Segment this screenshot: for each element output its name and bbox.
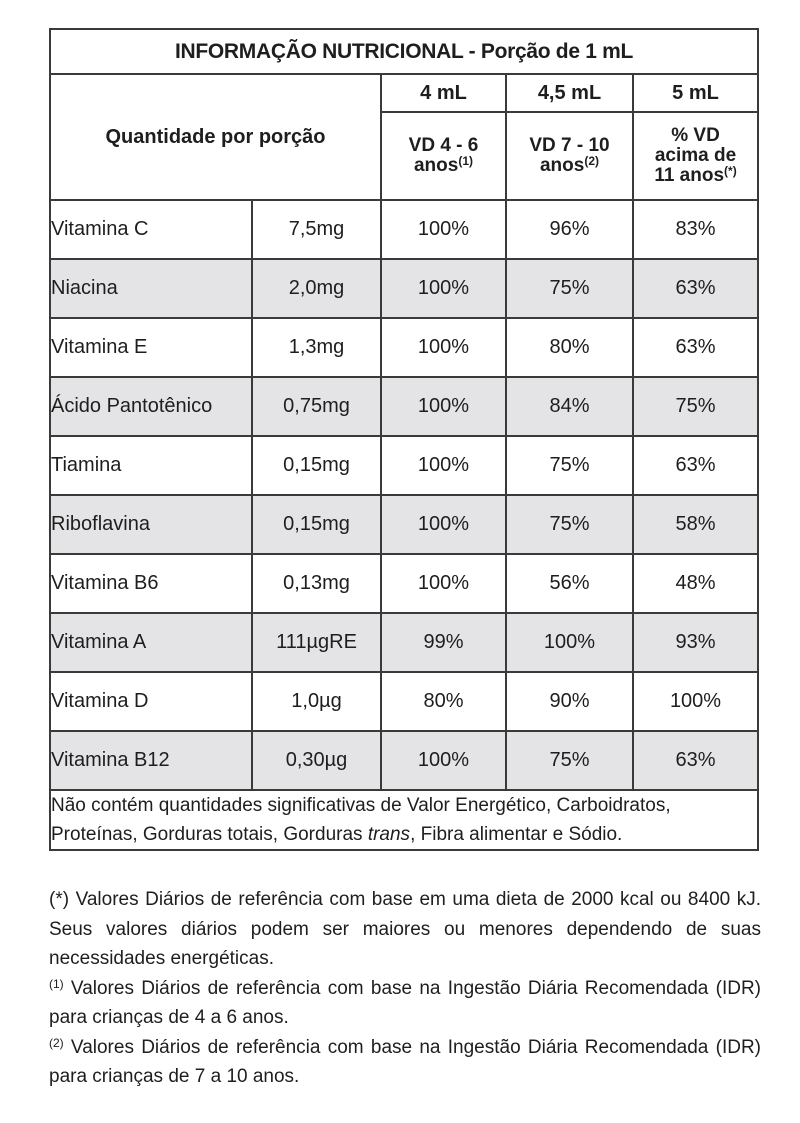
nutrient-name: Niacina: [49, 258, 253, 319]
nutrient-name: Vitamina E: [49, 317, 253, 378]
portion-header: 5 mL: [631, 73, 760, 113]
nutrient-amount: 1,0µg: [251, 671, 382, 732]
vd-header-label: VD 7 - 10 anos: [529, 135, 610, 176]
vd-value-7-10: 75%: [505, 435, 634, 496]
nutrient-amount: 0,30µg: [251, 730, 382, 791]
nutrient-name: Vitamina D: [49, 671, 253, 732]
footnote-marker: (1): [458, 154, 474, 168]
footnote-marker: (*): [724, 164, 737, 178]
vd-value-7-10: 75%: [505, 494, 634, 555]
table-note: Não contém quantidades significativas de…: [48, 789, 760, 851]
vd-value-7-10: 90%: [505, 671, 634, 732]
portion-header: 4 mL: [380, 73, 507, 113]
table-row: Riboflavina 0,15mg 100% 75% 58%: [49, 494, 760, 555]
vd-value-4-6: 100%: [380, 199, 507, 260]
nutrient-amount: 111µgRE: [251, 612, 382, 673]
vd-header: % VD acima de 11 anos(*): [631, 111, 760, 201]
vd-value-4-6: 99%: [380, 612, 507, 673]
vd-value-4-6: 100%: [380, 376, 507, 437]
vd-value-11-plus: 63%: [631, 317, 760, 378]
nutrition-table: INFORMAÇÃO NUTRICIONAL - Porção de 1 mL …: [48, 28, 760, 851]
vd-header: VD 7 - 10 anos(2): [505, 111, 634, 201]
nutrient-name: Vitamina B12: [49, 730, 253, 791]
vd-value-4-6: 100%: [380, 435, 507, 496]
table-title: INFORMAÇÃO NUTRICIONAL - Porção de 1 mL: [48, 28, 760, 75]
table-row: Vitamina C 7,5mg 100% 96% 83%: [49, 199, 760, 260]
vd-value-11-plus: 100%: [631, 671, 760, 732]
footnote-marker: (2): [49, 1035, 64, 1050]
vd-value-11-plus: 58%: [631, 494, 760, 555]
nutrient-name: Riboflavina: [49, 494, 253, 555]
nutrient-name: Vitamina B6: [49, 553, 253, 614]
footnote-text: Valores Diários de referência com base e…: [49, 889, 761, 969]
nutrient-amount: 0,15mg: [251, 494, 382, 555]
footnote-text: Valores Diários de referência com base n…: [49, 977, 761, 1029]
vd-value-11-plus: 48%: [631, 553, 760, 614]
table-row: Vitamina E 1,3mg 100% 80% 63%: [49, 317, 760, 378]
vd-value-7-10: 56%: [505, 553, 634, 614]
nutrient-amount: 0,15mg: [251, 435, 382, 496]
vd-value-7-10: 100%: [505, 612, 634, 673]
table-row: Vitamina A 111µgRE 99% 100% 93%: [49, 612, 760, 673]
vd-value-11-plus: 75%: [631, 376, 760, 437]
table-row: Vitamina D 1,0µg 80% 90% 100%: [49, 671, 760, 732]
footnote: (2) Valores Diários de referência com ba…: [49, 1033, 761, 1092]
vd-value-11-plus: 63%: [631, 258, 760, 319]
vd-value-11-plus: 93%: [631, 612, 760, 673]
footnote: (*) Valores Diários de referência com ba…: [49, 885, 761, 974]
nutrient-name: Vitamina A: [49, 612, 253, 673]
vd-value-11-plus: 63%: [631, 730, 760, 791]
vd-value-7-10: 80%: [505, 317, 634, 378]
table-row: Vitamina B6 0,13mg 100% 56% 48%: [49, 553, 760, 614]
vd-value-4-6: 100%: [380, 317, 507, 378]
nutrient-amount: 1,3mg: [251, 317, 382, 378]
vd-value-4-6: 100%: [380, 258, 507, 319]
vd-value-11-plus: 63%: [631, 435, 760, 496]
vd-header: VD 4 - 6 anos(1): [380, 111, 507, 201]
note-italic: trans: [367, 824, 411, 845]
vd-value-7-10: 75%: [505, 730, 634, 791]
nutrient-name: Tiamina: [49, 435, 253, 496]
nutrient-amount: 0,13mg: [251, 553, 382, 614]
footnote-marker: (1): [49, 976, 64, 991]
vd-value-4-6: 80%: [380, 671, 507, 732]
vd-value-7-10: 84%: [505, 376, 634, 437]
nutrient-name: Ácido Pantotênico: [49, 376, 253, 437]
vd-value-4-6: 100%: [380, 494, 507, 555]
quantity-header: Quantidade por porção: [49, 73, 382, 201]
note-text: Não contém quantidades significativas de…: [51, 795, 671, 845]
vd-header-label: % VD acima de 11 anos: [654, 125, 737, 186]
nutrient-amount: 2,0mg: [251, 258, 382, 319]
nutrient-amount: 7,5mg: [251, 199, 382, 260]
table-row: Tiamina 0,15mg 100% 75% 63%: [49, 435, 760, 496]
vd-value-11-plus: 83%: [631, 199, 760, 260]
portion-header: 4,5 mL: [505, 73, 634, 113]
note-text-end: , Fibra alimentar e Sódio.: [410, 824, 623, 845]
footnote: (1) Valores Diários de referência com ba…: [49, 974, 761, 1033]
footnote-marker: (*): [49, 889, 70, 910]
vd-header-label: VD 4 - 6 anos: [408, 135, 479, 176]
vd-value-4-6: 100%: [380, 553, 507, 614]
vd-value-7-10: 75%: [505, 258, 634, 319]
footnote-marker: (2): [584, 154, 600, 168]
table-row: Ácido Pantotênico 0,75mg 100% 84% 75%: [49, 376, 760, 437]
vd-value-7-10: 96%: [505, 199, 634, 260]
table-row: Vitamina B12 0,30µg 100% 75% 63%: [49, 730, 760, 791]
nutrient-name: Vitamina C: [49, 199, 253, 260]
table-row: Niacina 2,0mg 100% 75% 63%: [49, 258, 760, 319]
footnotes: (*) Valores Diários de referência com ba…: [49, 885, 761, 1092]
footnote-text: Valores Diários de referência com base n…: [49, 1036, 761, 1088]
vd-value-4-6: 100%: [380, 730, 507, 791]
nutrient-amount: 0,75mg: [251, 376, 382, 437]
